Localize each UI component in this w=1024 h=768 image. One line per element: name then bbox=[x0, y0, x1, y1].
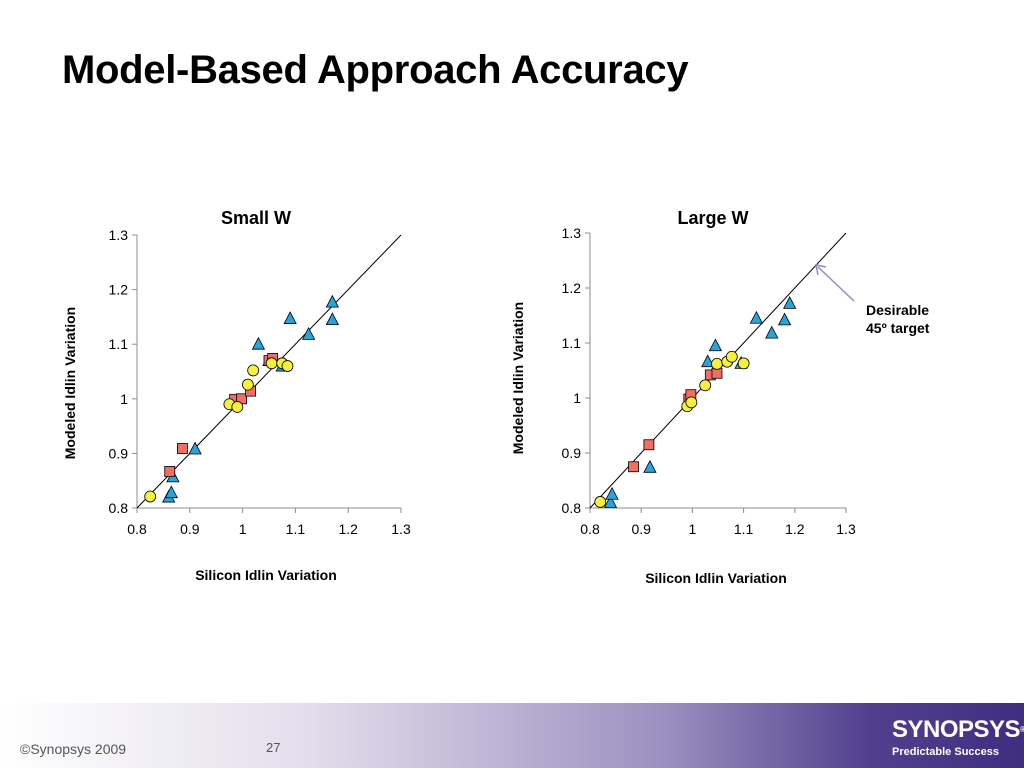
copyright-text: ©Synopsys 2009 bbox=[20, 741, 127, 757]
data-point-circle bbox=[265, 357, 278, 370]
x-tick-label: 1.2 bbox=[785, 521, 805, 537]
data-point-triangle bbox=[325, 312, 340, 326]
y-tick-label: 1.3 bbox=[562, 225, 582, 241]
x-tick-label: 1 bbox=[239, 521, 247, 537]
annotation-arrow-head bbox=[815, 264, 827, 276]
data-point-circle bbox=[594, 496, 607, 508]
y-axis-label: Modeled Idlin Variation bbox=[510, 302, 526, 454]
y-tick-label: 1 bbox=[573, 390, 581, 406]
data-point-triangle bbox=[701, 354, 715, 368]
company-logo: SYNOPSYS® Predictable Success bbox=[892, 717, 1024, 759]
y-tick-label: 0.8 bbox=[109, 500, 129, 516]
data-point-circle bbox=[725, 350, 738, 363]
data-point-triangle bbox=[643, 459, 657, 473]
x-tick-label: 0.8 bbox=[127, 521, 147, 537]
annotation-line-1: Desirable bbox=[866, 302, 930, 318]
plot-area: 0.8 0.9 1 1.1 1.2 1.3 0.8 0.9 1 1.1 1.2 1.3 bbox=[109, 227, 411, 537]
y-tick-label: 1.1 bbox=[562, 335, 582, 351]
data-point-circle bbox=[247, 364, 260, 377]
x-tick-label: 1.3 bbox=[836, 521, 856, 537]
y-tick-label: 0.8 bbox=[562, 500, 582, 516]
data-point-triangle bbox=[783, 296, 797, 309]
x-tick-label: 0.9 bbox=[631, 521, 651, 537]
chart-title: Small W bbox=[221, 208, 291, 228]
data-point-triangle bbox=[164, 485, 178, 499]
data-point-circle bbox=[685, 396, 698, 409]
y-tick-label: 1 bbox=[120, 391, 128, 407]
x-tick-label: 1.3 bbox=[391, 521, 411, 537]
data-point-circle bbox=[737, 357, 750, 370]
data-point-circle bbox=[231, 401, 244, 413]
scatter-chart-large-w: Large W Modeled Idlin Variation Silicon … bbox=[510, 208, 856, 586]
reference-line-45deg bbox=[136, 234, 402, 509]
data-point-square bbox=[643, 439, 655, 451]
data-point-triangle bbox=[777, 312, 792, 326]
data-point-triangle bbox=[603, 495, 618, 508]
data-point-triangle bbox=[283, 311, 297, 324]
x-axis-label: Silicon Idlin Variation bbox=[195, 567, 337, 583]
data-point-circle bbox=[281, 360, 294, 372]
scatter-chart-small-w: Small W Modeled Idlin Variation Silicon … bbox=[62, 208, 411, 583]
page-number: 27 bbox=[266, 740, 281, 755]
y-tick-label: 1.2 bbox=[109, 282, 129, 298]
data-point-triangle bbox=[188, 441, 202, 455]
y-tick-label: 1.2 bbox=[562, 280, 582, 296]
annotation-line-2: 45º target bbox=[866, 320, 930, 336]
plot-area: 0.8 0.9 1 1.1 1.2 1.3 0.8 0.9 1 1.1 1.2 1.3 bbox=[562, 225, 856, 537]
annotation-arrow-line bbox=[817, 266, 855, 302]
logo-wordmark: SYNOPSYS bbox=[892, 716, 1021, 743]
data-point-triangle bbox=[325, 294, 340, 308]
logo-registered-mark: ® bbox=[1020, 725, 1024, 734]
data-point-square bbox=[164, 466, 176, 477]
slide-title: Model-Based Approach Accuracy bbox=[62, 48, 689, 92]
data-point-triangle bbox=[708, 338, 723, 352]
x-tick-label: 1.2 bbox=[338, 521, 358, 537]
x-tick-label: 1.1 bbox=[734, 521, 754, 537]
data-point-circle bbox=[711, 357, 723, 370]
footer-bar: ©Synopsys 2009 27 SYNOPSYS® Predictable … bbox=[0, 703, 1024, 768]
x-tick-label: 0.9 bbox=[180, 521, 200, 537]
y-tick-label: 0.9 bbox=[562, 445, 582, 461]
x-axis-label: Silicon Idlin Variation bbox=[645, 570, 787, 586]
logo-tagline: Predictable Success bbox=[892, 746, 1000, 758]
x-tick-label: 1.1 bbox=[286, 521, 306, 537]
data-point-triangle bbox=[749, 310, 764, 324]
x-tick-label: 1 bbox=[689, 521, 697, 537]
chart-title: Large W bbox=[677, 208, 748, 228]
data-point-circle bbox=[241, 378, 254, 391]
data-point-circle bbox=[699, 379, 712, 392]
data-point-triangle bbox=[301, 327, 316, 340]
y-axis-label: Modeled Idlin Variation bbox=[62, 307, 78, 459]
y-tick-label: 1.3 bbox=[109, 227, 129, 243]
annotation-desirable-target: Desirable 45º target bbox=[866, 301, 929, 337]
x-tick-label: 0.8 bbox=[580, 521, 600, 537]
data-point-circle bbox=[144, 490, 157, 503]
data-point-triangle bbox=[765, 325, 779, 339]
data-point-square bbox=[628, 461, 639, 473]
data-point-triangle bbox=[605, 486, 619, 500]
y-tick-label: 0.9 bbox=[109, 445, 129, 461]
y-tick-label: 1.1 bbox=[109, 336, 129, 352]
data-point-square bbox=[177, 443, 188, 454]
data-point-triangle bbox=[251, 336, 266, 350]
